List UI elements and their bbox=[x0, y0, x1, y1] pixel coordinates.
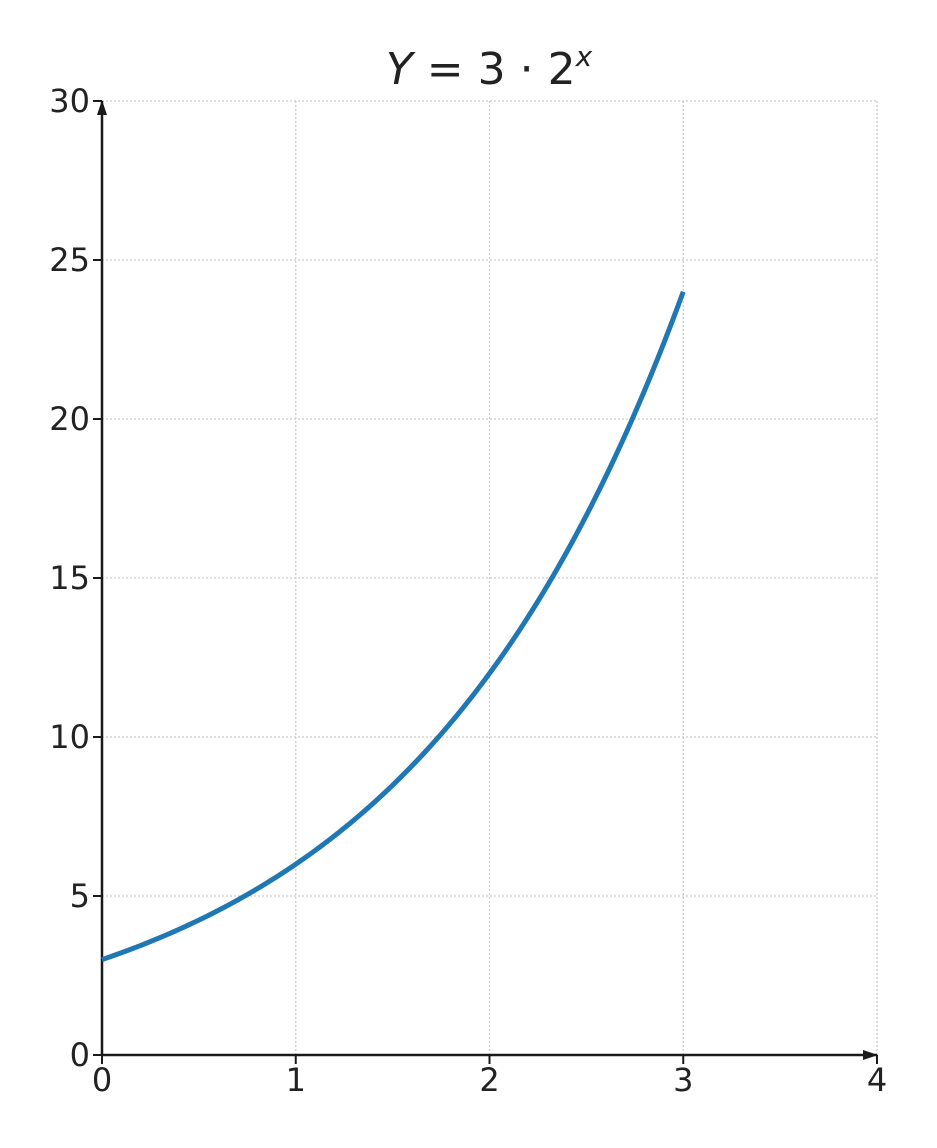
y-axis-arrow bbox=[97, 100, 107, 115]
title-operator: · bbox=[506, 44, 548, 95]
x-tick-label-0: 0 bbox=[92, 1061, 112, 1099]
x-tick-label-1: 1 bbox=[286, 1061, 306, 1099]
x-tick-label-2: 2 bbox=[479, 1061, 499, 1099]
y-tick-label-10: 10 bbox=[49, 718, 90, 756]
y-tick-label-30: 30 bbox=[49, 82, 90, 120]
x-tick-labels: 0 1 2 3 4 bbox=[92, 1061, 887, 1099]
grid-lines bbox=[102, 100, 878, 1055]
y-tick-label-25: 25 bbox=[49, 241, 90, 279]
title-exponent: x bbox=[575, 40, 593, 73]
title-variable: Y bbox=[386, 44, 416, 95]
title-base: 2 bbox=[548, 44, 576, 95]
title-equals: = bbox=[413, 44, 478, 95]
axes bbox=[97, 100, 878, 1060]
series-line-0 bbox=[101, 290, 686, 962]
x-tick-label-3: 3 bbox=[673, 1061, 693, 1099]
y-tick-label-0: 0 bbox=[70, 1036, 90, 1074]
x-tick-label-4: 4 bbox=[867, 1061, 887, 1099]
y-tick-labels: 0 5 10 15 20 25 30 bbox=[49, 82, 90, 1074]
chart-title: Y = 3 · 2x bbox=[386, 40, 593, 95]
y-tick-label-20: 20 bbox=[49, 400, 90, 438]
title-coefficient: 3 bbox=[478, 44, 506, 95]
tick-marks bbox=[93, 100, 878, 1064]
y-tick-label-15: 15 bbox=[49, 559, 90, 597]
series bbox=[101, 290, 686, 962]
y-tick-label-5: 5 bbox=[70, 877, 90, 915]
x-axis-arrow bbox=[863, 1050, 878, 1060]
